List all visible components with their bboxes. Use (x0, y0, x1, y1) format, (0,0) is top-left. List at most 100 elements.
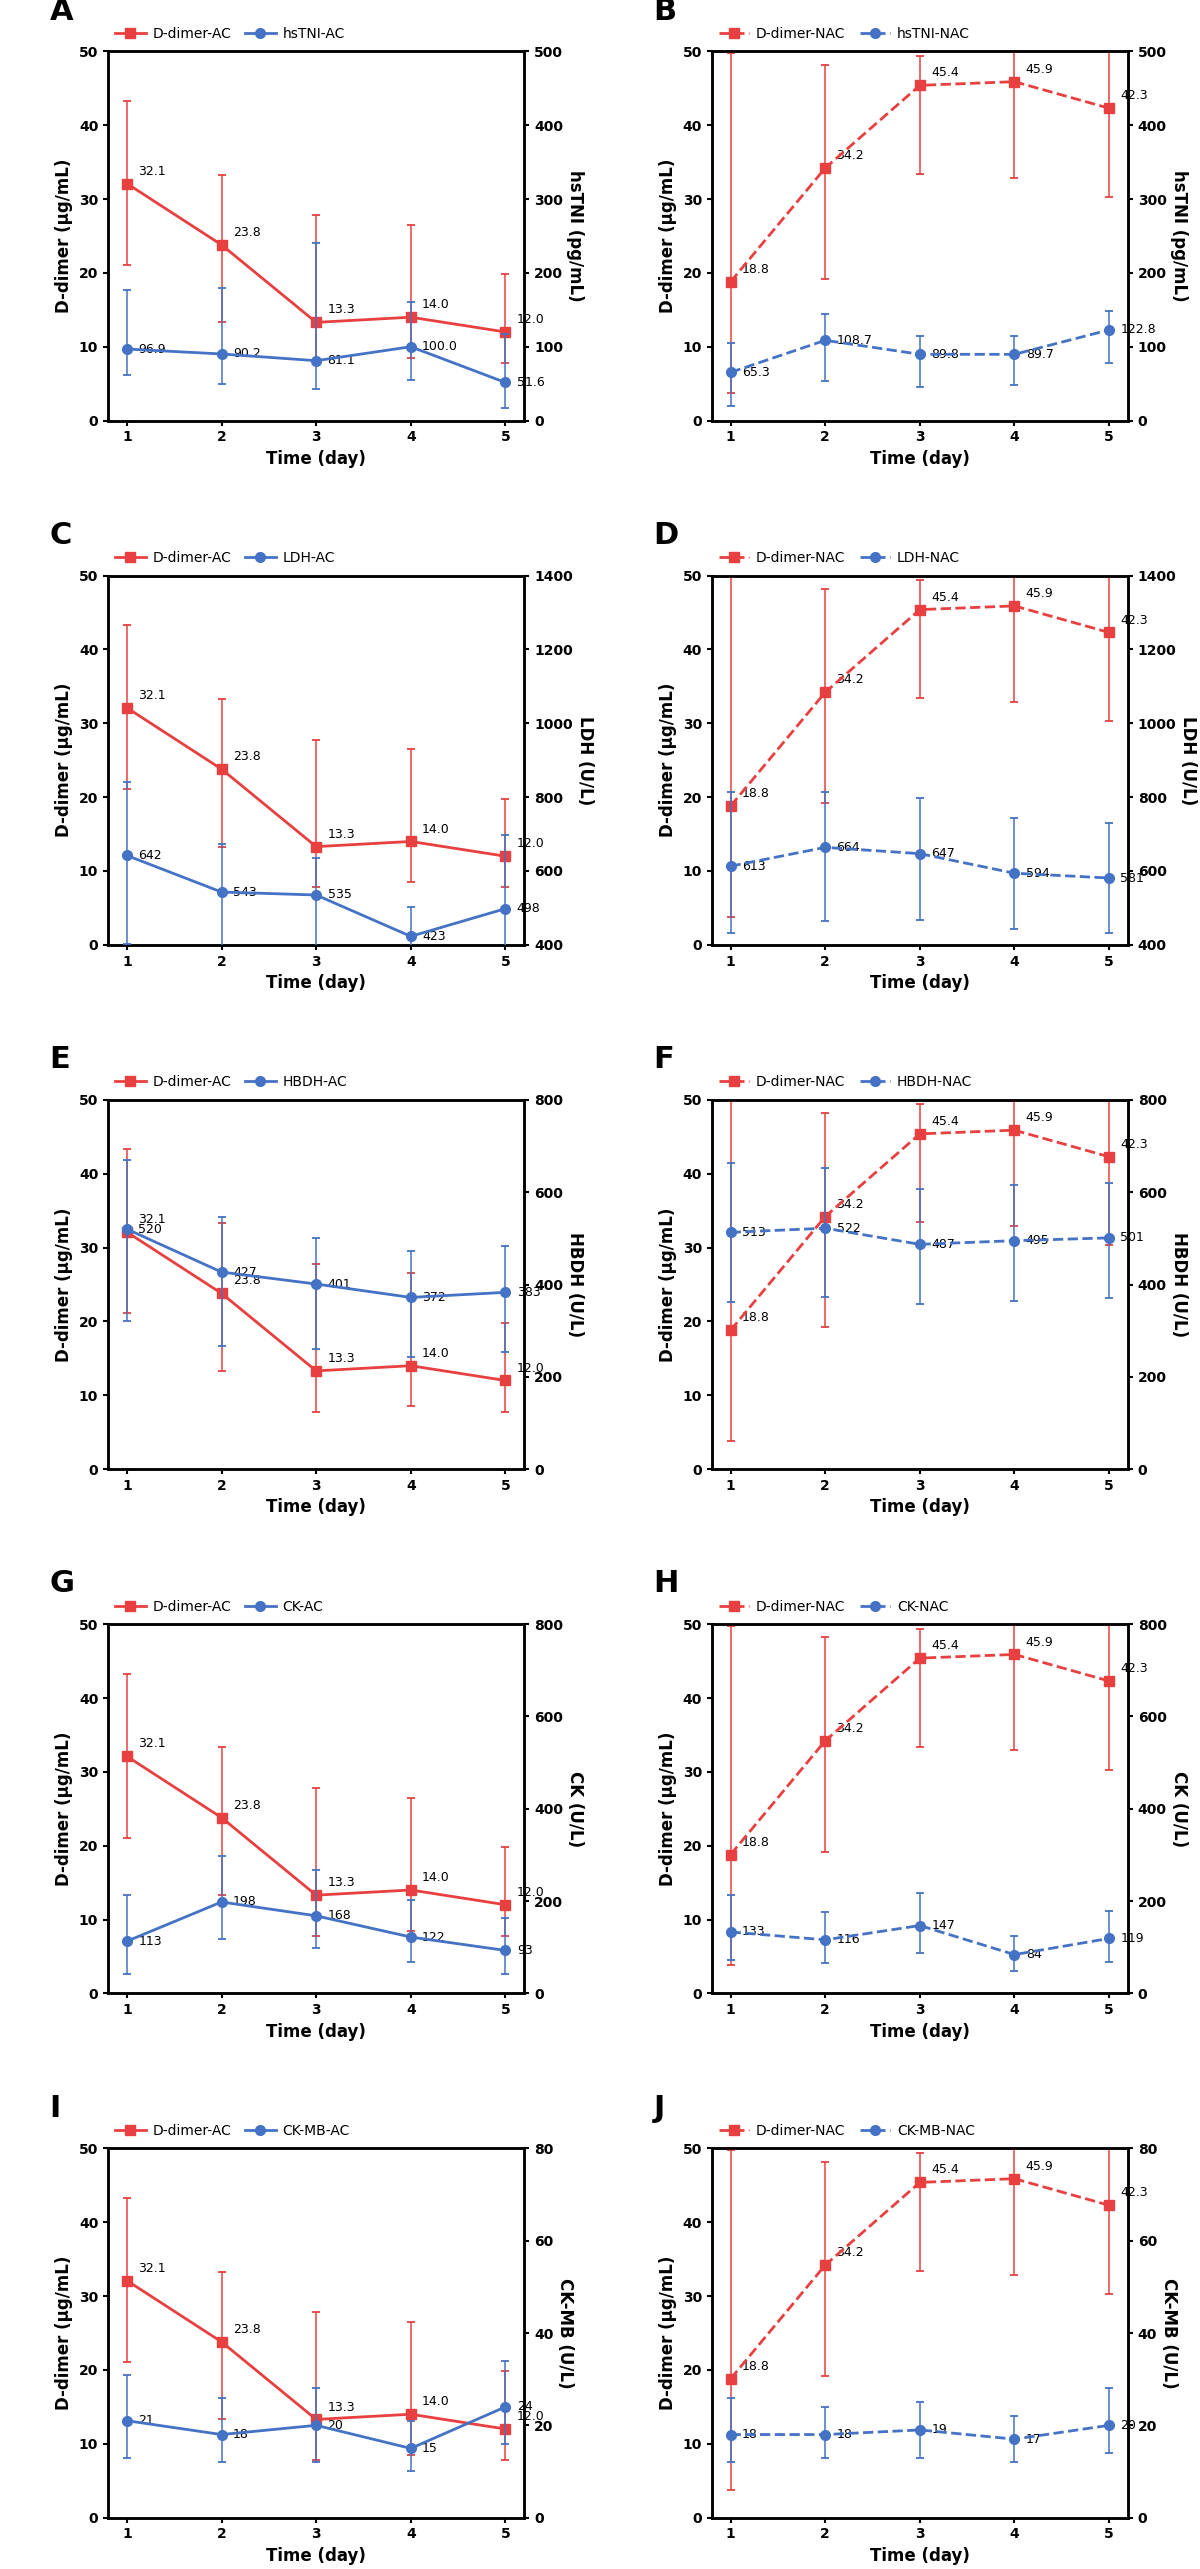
Text: 13.3: 13.3 (328, 1875, 355, 1888)
Text: 119: 119 (1121, 1932, 1144, 1945)
Text: 34.2: 34.2 (836, 673, 864, 686)
Text: 42.3: 42.3 (1121, 614, 1148, 627)
Text: 12.0: 12.0 (517, 837, 545, 850)
Text: 45.4: 45.4 (931, 591, 959, 604)
Text: 18.8: 18.8 (742, 2361, 770, 2374)
Text: 81.1: 81.1 (328, 355, 355, 367)
Text: F: F (653, 1046, 674, 1074)
Text: 45.9: 45.9 (1026, 1636, 1054, 1649)
Y-axis label: D-dimer (μg/mL): D-dimer (μg/mL) (659, 159, 677, 313)
Text: 13.3: 13.3 (328, 303, 355, 316)
X-axis label: Time (day): Time (day) (870, 1498, 970, 1516)
Text: 45.9: 45.9 (1026, 2161, 1054, 2173)
Text: 23.8: 23.8 (233, 1274, 260, 1287)
Text: 113: 113 (138, 1934, 162, 1947)
Text: 122.8: 122.8 (1121, 324, 1156, 337)
Text: 20: 20 (1121, 2420, 1136, 2433)
Text: 13.3: 13.3 (328, 2399, 355, 2412)
Y-axis label: HBDH (U/L): HBDH (U/L) (566, 1233, 584, 1336)
Text: 45.9: 45.9 (1026, 586, 1054, 601)
Y-axis label: D-dimer (μg/mL): D-dimer (μg/mL) (55, 1207, 73, 1362)
Text: 487: 487 (931, 1238, 955, 1251)
Text: A: A (49, 0, 73, 26)
Text: 51.6: 51.6 (517, 375, 545, 388)
Text: 12.0: 12.0 (517, 313, 545, 326)
X-axis label: Time (day): Time (day) (266, 2022, 366, 2040)
Text: 42.3: 42.3 (1121, 2186, 1148, 2199)
Text: 133: 133 (742, 1927, 766, 1940)
Legend: D-dimer-AC, HBDH-AC: D-dimer-AC, HBDH-AC (115, 1076, 348, 1089)
Legend: D-dimer-AC, CK-MB-AC: D-dimer-AC, CK-MB-AC (115, 2125, 350, 2137)
Text: 18: 18 (742, 2428, 758, 2441)
Text: 42.3: 42.3 (1121, 1138, 1148, 1151)
Text: 520: 520 (138, 1223, 162, 1236)
Text: 84: 84 (1026, 1947, 1042, 1960)
Text: 15: 15 (422, 2443, 438, 2456)
Y-axis label: CK (U/L): CK (U/L) (1170, 1770, 1188, 1847)
Text: 664: 664 (836, 840, 860, 853)
Text: 18.8: 18.8 (742, 1837, 770, 1850)
Y-axis label: D-dimer (μg/mL): D-dimer (μg/mL) (659, 1207, 677, 1362)
Text: 147: 147 (931, 1919, 955, 1932)
Text: 13.3: 13.3 (328, 1351, 355, 1364)
Text: 18: 18 (836, 2428, 852, 2441)
Y-axis label: D-dimer (μg/mL): D-dimer (μg/mL) (55, 1732, 73, 1886)
Text: 32.1: 32.1 (138, 1737, 166, 1749)
X-axis label: Time (day): Time (day) (266, 1498, 366, 1516)
Text: 32.1: 32.1 (138, 164, 166, 177)
Text: 12.0: 12.0 (517, 2410, 545, 2423)
Text: 108.7: 108.7 (836, 334, 872, 347)
Text: 34.2: 34.2 (836, 149, 864, 162)
Text: 501: 501 (1121, 1231, 1145, 1243)
Text: 18.8: 18.8 (742, 786, 770, 799)
Text: 535: 535 (328, 889, 352, 902)
Y-axis label: LDH (U/L): LDH (U/L) (1180, 717, 1198, 804)
Text: 32.1: 32.1 (138, 1213, 166, 1225)
Text: 45.4: 45.4 (931, 1115, 959, 1128)
Text: 372: 372 (422, 1290, 446, 1305)
Text: E: E (49, 1046, 71, 1074)
Text: 93: 93 (517, 1945, 533, 1958)
Text: 34.2: 34.2 (836, 1197, 864, 1210)
Text: 18: 18 (233, 2428, 248, 2441)
X-axis label: Time (day): Time (day) (266, 2546, 366, 2564)
Text: 198: 198 (233, 1896, 257, 1909)
Text: 594: 594 (1026, 866, 1050, 879)
Text: 427: 427 (233, 1267, 257, 1279)
Text: 45.4: 45.4 (931, 1639, 959, 1652)
Text: 12.0: 12.0 (517, 1886, 545, 1898)
Legend: D-dimer-NAC, hsTNI-NAC: D-dimer-NAC, hsTNI-NAC (719, 26, 970, 41)
Y-axis label: D-dimer (μg/mL): D-dimer (μg/mL) (55, 159, 73, 313)
Text: 116: 116 (836, 1934, 860, 1947)
Y-axis label: hsTNI (pg/mL): hsTNI (pg/mL) (1170, 170, 1188, 301)
Y-axis label: D-dimer (μg/mL): D-dimer (μg/mL) (55, 2256, 73, 2410)
Y-axis label: CK-MB (U/L): CK-MB (U/L) (557, 2279, 575, 2389)
Text: 14.0: 14.0 (422, 1346, 450, 1359)
X-axis label: Time (day): Time (day) (266, 974, 366, 992)
Text: 17: 17 (1026, 2433, 1042, 2446)
Text: 14.0: 14.0 (422, 298, 450, 311)
Text: D: D (653, 522, 679, 550)
Text: 45.9: 45.9 (1026, 62, 1054, 75)
Text: 613: 613 (742, 861, 766, 873)
Text: 581: 581 (1121, 871, 1145, 884)
Text: 122: 122 (422, 1929, 445, 1945)
Text: 45.9: 45.9 (1026, 1112, 1054, 1125)
Text: 32.1: 32.1 (138, 2261, 166, 2274)
Text: 14.0: 14.0 (422, 1870, 450, 1883)
Text: 23.8: 23.8 (233, 750, 260, 763)
X-axis label: Time (day): Time (day) (870, 2546, 970, 2564)
Text: 423: 423 (422, 930, 445, 943)
Text: 24: 24 (517, 2399, 533, 2412)
Text: 90.2: 90.2 (233, 347, 260, 360)
Y-axis label: CK-MB (U/L): CK-MB (U/L) (1160, 2279, 1178, 2389)
X-axis label: Time (day): Time (day) (870, 2022, 970, 2040)
Legend: D-dimer-AC, CK-AC: D-dimer-AC, CK-AC (115, 1600, 324, 1613)
Text: 19: 19 (931, 2423, 947, 2435)
Text: 23.8: 23.8 (233, 226, 260, 239)
Text: 642: 642 (138, 848, 162, 863)
Text: G: G (49, 1570, 74, 1598)
Text: 89.8: 89.8 (931, 347, 959, 360)
Text: 495: 495 (1026, 1233, 1050, 1246)
Text: 513: 513 (742, 1225, 766, 1238)
